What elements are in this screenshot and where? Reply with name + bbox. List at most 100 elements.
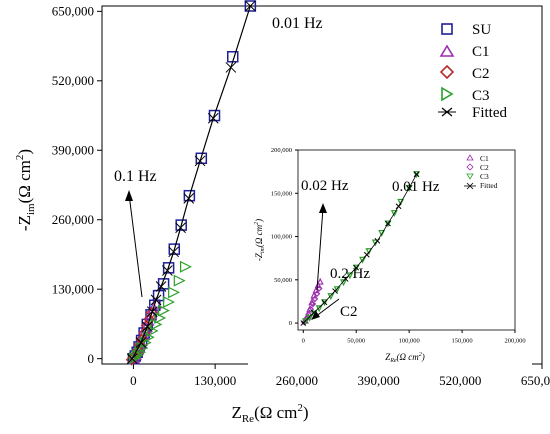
inset-y-tick-label: 150,000 — [271, 190, 292, 197]
main-point-su — [244, 0, 257, 12]
main-point-su — [183, 189, 196, 202]
inset-point-fitted — [353, 264, 360, 271]
arrow-0-1hz — [128, 193, 143, 298]
inset-legend-marker-c1 — [466, 154, 474, 161]
main-point-fitted — [135, 337, 147, 348]
inset-point-fitted — [342, 276, 349, 282]
main-point-c3 — [168, 286, 180, 299]
main-series-group — [125, 0, 257, 366]
legend-marker-c2 — [439, 64, 455, 80]
main-x-tick-label: 0 — [130, 373, 137, 388]
annotation-0-01hz: 0.01 Hz — [272, 15, 323, 32]
inset-point-fitted — [363, 251, 370, 258]
main-x-tick-label: 650,000 — [521, 373, 550, 388]
inset-point-c3 — [320, 299, 328, 307]
main-point-fitted — [155, 281, 167, 292]
inset-legend-label-fitted: Fitted — [480, 181, 498, 190]
inset-legend: C1 C2 C3 Fitted — [464, 154, 498, 190]
inset-point-fitted — [321, 299, 328, 306]
main-point-c3 — [163, 296, 175, 308]
main-point-su — [175, 219, 187, 231]
main-y-tick-label: 520,000 — [52, 73, 94, 88]
inset-annotation-0-2hz: 0.2 Hz — [330, 266, 370, 282]
inset-point-fitted — [332, 288, 338, 294]
main-x-tick-label: 520,000 — [439, 373, 481, 388]
main-y-tick-label: 0 — [88, 351, 95, 366]
inset-legend-marker-fitted — [466, 182, 474, 190]
inset-y-tick-label: 0 — [289, 320, 292, 327]
inset-series-group — [300, 171, 421, 326]
inset-x-tick-label: 100,000 — [399, 338, 420, 345]
main-point-su — [208, 109, 221, 122]
main-point-fitted — [225, 62, 237, 73]
inset-axis-ticks: 0 50,000 100,000 150,000 200,000 0 50,000 100,0… — [271, 147, 526, 344]
legend-label-c3: C3 — [472, 88, 490, 104]
legend-label-c2: C2 — [472, 66, 490, 82]
main-point-fitted — [146, 306, 158, 317]
inset-legend-marker-c2 — [466, 163, 474, 171]
annotation-0-1hz: 0.1 Hz — [114, 168, 157, 185]
main-y-axis-label: -Zim(Ω cm2) — [14, 149, 37, 231]
main-point-su — [162, 262, 175, 274]
inset-legend-label-c2: C2 — [480, 163, 489, 172]
legend-marker-su — [441, 23, 453, 35]
main-point-fitted — [244, 0, 256, 12]
inset-point-c2 — [307, 305, 315, 313]
main-point-c3 — [173, 274, 186, 287]
inset-point-c3 — [405, 184, 413, 192]
inset-legend-marker-c3 — [466, 173, 474, 180]
inset-point-c3 — [397, 198, 405, 206]
main-point-fitted — [207, 112, 219, 124]
legend-marker-c3 — [441, 86, 454, 102]
main-point-su — [195, 152, 208, 165]
inset-point-fitted — [300, 320, 307, 326]
inset-background — [248, 142, 532, 372]
main-x-tick-label: 390,000 — [357, 373, 399, 388]
inset-point-c3 — [378, 229, 386, 237]
inset-legend-label-c3: C3 — [480, 172, 489, 181]
main-point-fitted — [141, 321, 153, 332]
main-point-fitted — [150, 294, 162, 306]
inset-point-c2 — [309, 300, 317, 308]
inset-point-c3 — [390, 210, 398, 218]
main-axis-ticks: 0 130,000 260,000 390,000 520,000 650,000 0 130… — [52, 4, 550, 388]
inset-arrow-0-2hz — [314, 298, 340, 318]
inset-x-axis-label: ZRe(Ω cm2) — [385, 352, 425, 364]
inset-point-c3 — [327, 293, 335, 301]
main-y-tick-label: 260,000 — [52, 212, 94, 227]
main-point-c3 — [180, 260, 192, 273]
main-point-c3 — [158, 304, 170, 317]
main-point-fitted — [175, 222, 186, 234]
main-point-fitted — [183, 193, 195, 204]
inset-legend-label-c1: C1 — [480, 154, 489, 163]
inset-x-tick-label: 50,000 — [347, 338, 365, 345]
legend-marker-c1 — [439, 44, 455, 57]
inset-y-tick-label: 50,000 — [274, 277, 292, 284]
main-x-tick-label: 260,000 — [276, 373, 318, 388]
inset-x-tick-label: 150,000 — [452, 338, 473, 345]
inset-y-tick-label: 100,000 — [271, 234, 292, 241]
legend-marker-fitted — [441, 107, 453, 117]
main-legend: SU C1 C2 C3 Fitted — [438, 22, 508, 121]
main-point-fitted — [126, 353, 138, 365]
inset-point-c2 — [311, 295, 319, 303]
inset-point-fitted — [385, 220, 391, 227]
inset-plot-frame — [297, 149, 516, 331]
inset-arrow-0-2hz-head — [311, 311, 320, 320]
inset-point-c3 — [359, 256, 367, 264]
legend-label-c1: C1 — [472, 44, 490, 60]
main-point-su — [152, 289, 165, 302]
legend-label-su: SU — [472, 22, 491, 38]
inset-point-c2 — [305, 311, 312, 318]
inset-point-c3 — [301, 318, 309, 326]
inset-arrow-0-02hz — [316, 207, 324, 291]
arrow-0-1hz-head — [125, 190, 133, 201]
main-point-fitted — [162, 265, 173, 276]
inset-point-c1 — [316, 277, 324, 285]
main-y-tick-label: 130,000 — [52, 282, 94, 297]
inset-point-c3 — [352, 264, 360, 272]
main-x-axis-label: ZRe(Ω cm2) — [231, 402, 308, 425]
inset-annotation-0-02hz: 0.02 Hz — [301, 178, 349, 194]
main-point-fitted — [168, 246, 180, 258]
